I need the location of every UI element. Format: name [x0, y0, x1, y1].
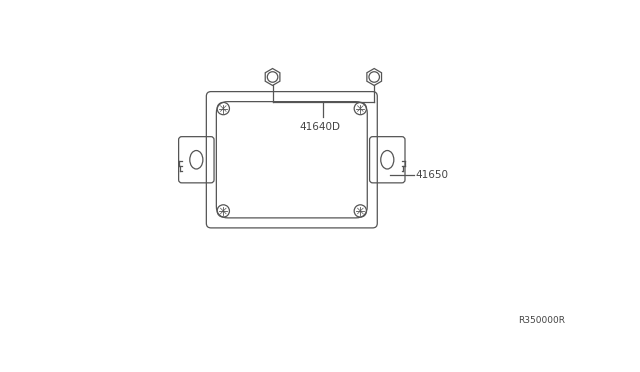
Text: 41640D: 41640D	[300, 122, 341, 132]
Text: R350000R: R350000R	[518, 316, 565, 325]
Text: 41650: 41650	[416, 170, 449, 180]
